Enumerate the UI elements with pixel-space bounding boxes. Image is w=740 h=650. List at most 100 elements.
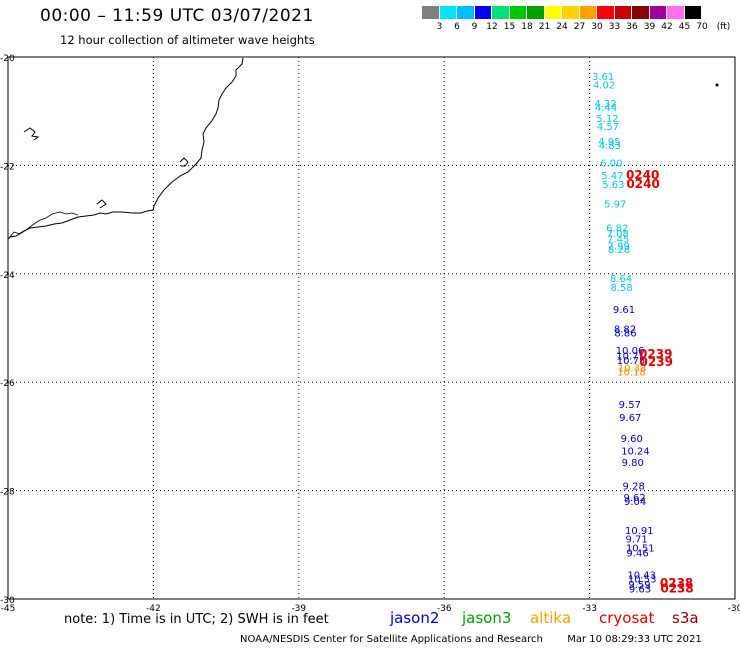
wave-height-label: 10.71 <box>616 351 645 362</box>
island-dot <box>715 83 719 87</box>
island-outline <box>96 199 107 209</box>
wave-height-label: 9.60 <box>621 434 643 445</box>
wave-height-label: 5.97 <box>604 200 626 211</box>
wave-height-label: 10.53 <box>628 575 657 586</box>
scale-swatch <box>614 6 632 19</box>
scale-label: 12 <box>486 22 498 32</box>
wave-height-label: 4.02 <box>593 80 615 91</box>
wave-height-label: 8.86 <box>614 329 636 340</box>
color-scale-labels: 3 6 9 12 15 18 21 24 27 30 33 36 39 42 45 70 (ft) <box>422 22 740 34</box>
scale-label: 70 <box>696 22 708 32</box>
wave-height-label: 7.99 <box>608 241 630 252</box>
coastline <box>7 57 244 240</box>
scale-swatch <box>422 6 440 19</box>
wave-height-label: 0240 <box>626 177 659 191</box>
wave-height-label: 5.63 <box>602 180 624 191</box>
wave-height-label: 9.67 <box>619 413 641 424</box>
wave-height-label: 0239 <box>640 355 673 369</box>
wave-height-label: 5.47 <box>601 171 623 182</box>
wave-height-label: 9.61 <box>613 305 635 316</box>
scale-label: 9 <box>471 22 478 32</box>
scale-swatch <box>509 6 527 19</box>
scale-swatch <box>439 6 457 19</box>
longitude-label: -33 <box>582 604 597 614</box>
wave-height-label: 0240 <box>626 168 659 182</box>
latitude-label: -26 <box>0 379 15 389</box>
island-outline <box>23 127 40 141</box>
wave-height-label: 8.58 <box>610 283 632 294</box>
wave-height-label: 9.28 <box>623 482 645 493</box>
color-scale-legend <box>422 6 702 19</box>
wave-height-label: 4.83 <box>599 141 621 152</box>
scale-label: 18 <box>521 22 533 32</box>
wave-height-label: 9.80 <box>622 458 644 469</box>
scale-swatch <box>492 6 510 19</box>
scale-swatch <box>562 6 580 19</box>
scale-label: 30 <box>591 22 603 32</box>
wave-height-label: 4.57 <box>597 122 619 133</box>
satellite-legend-altika: altika <box>530 609 572 627</box>
wave-height-label: 10.75 <box>617 356 646 367</box>
wave-height-label: 10.38 <box>618 363 647 374</box>
footer-timestamp: Mar 10 08:29:33 UTC 2021 <box>567 634 702 645</box>
satellite-legend-jason3: jason3 <box>462 609 512 627</box>
scale-swatch <box>649 6 667 19</box>
scale-swatch <box>527 6 545 19</box>
wave-height-label: 9.57 <box>619 400 641 411</box>
scale-label: 3 <box>436 22 443 32</box>
latitude-label: -20 <box>0 54 15 64</box>
wave-height-label: 10.24 <box>621 446 650 457</box>
scale-label: (ft) <box>716 22 731 32</box>
scale-label: 39 <box>643 22 656 32</box>
wave-height-label: 9.46 <box>626 549 648 560</box>
scale-swatch <box>579 6 597 19</box>
scale-label: 24 <box>556 22 568 32</box>
scale-swatch <box>544 6 562 19</box>
longitude-label: -39 <box>291 604 306 614</box>
map-title: 00:00 – 11:59 UTC 03/07/2021 <box>40 6 314 26</box>
latitude-label: -30 <box>0 596 15 606</box>
wave-height-label: 10.06 <box>616 346 645 357</box>
scale-swatch <box>597 6 615 19</box>
map-frame <box>7 56 736 600</box>
wave-height-label: 5.12 <box>596 114 618 125</box>
latitude-label: -24 <box>0 271 15 281</box>
scale-label: 33 <box>608 22 621 32</box>
longitude-label: -42 <box>146 604 161 614</box>
footer-org: NOAA/NESDIS Center for Satellite Applica… <box>240 634 543 645</box>
wave-height-label: 9.04 <box>624 497 646 508</box>
longitude-label: -30 <box>728 604 740 614</box>
wave-height-label: 9.59 <box>628 580 650 591</box>
wave-height-label: 10.51 <box>626 543 655 554</box>
wave-height-label: 10.18 <box>617 368 646 379</box>
wave-height-label: 7.45 <box>607 234 629 245</box>
wave-height-label: 4.44 <box>595 103 617 114</box>
scale-label: 27 <box>573 22 586 32</box>
wave-height-label: 9.62 <box>624 493 646 504</box>
scale-label: 15 <box>503 22 516 32</box>
wave-height-label: 0238 <box>660 581 693 595</box>
scale-swatch <box>684 6 702 19</box>
wave-height-label: 9.63 <box>629 584 651 595</box>
satellite-legend-cryosat: cryosat <box>599 609 655 627</box>
scale-label: 6 <box>454 22 460 32</box>
wave-height-label: 10.91 <box>625 526 654 537</box>
scale-swatch <box>632 6 650 19</box>
wave-height-label: 4.95 <box>598 137 620 148</box>
wave-height-label: 6.82 <box>606 224 628 235</box>
scale-label: 36 <box>626 22 638 32</box>
latitude-label: -22 <box>0 162 15 172</box>
footer-credit: NOAA/NESDIS Center for Satellite Applica… <box>240 634 702 645</box>
longitude-label: -45 <box>1 604 16 614</box>
scale-swatch <box>457 6 475 19</box>
scale-swatch <box>667 6 685 19</box>
bay-outline <box>9 211 79 238</box>
wave-height-label: 0238 <box>660 576 693 590</box>
scale-label: 45 <box>678 22 691 32</box>
wave-height-label: 0239 <box>639 347 672 361</box>
satellite-legend-jason2: jason2 <box>390 609 440 627</box>
satellite-legend-s3a: s3a <box>672 609 699 627</box>
wave-height-label: 6.00 <box>600 158 622 169</box>
map-subtitle: 12 hour collection of altimeter wave hei… <box>60 33 315 47</box>
